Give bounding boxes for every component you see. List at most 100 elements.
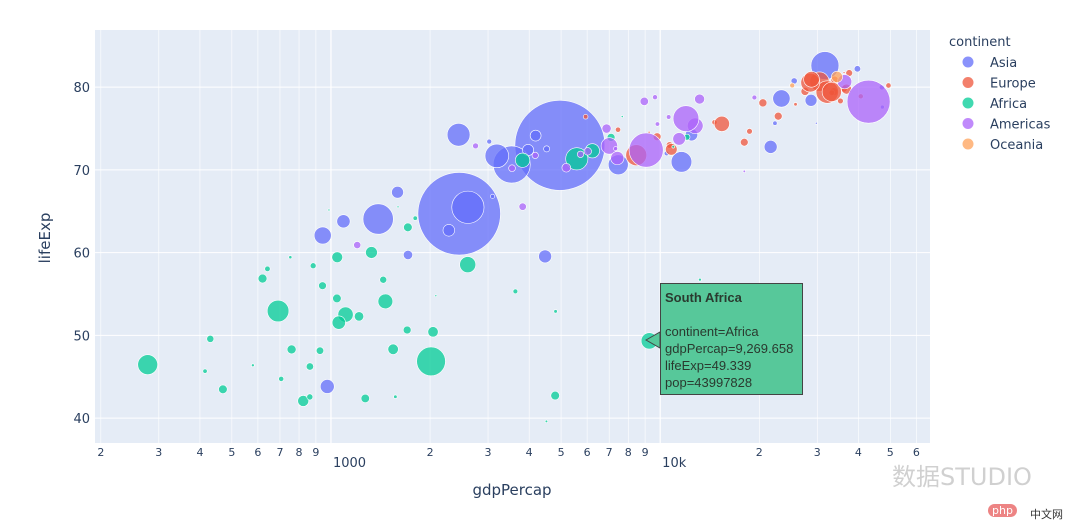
bubble-point-americas — [672, 105, 700, 132]
x-tick-label: 4 — [526, 446, 533, 459]
y-tick-labels: 40 50 60 70 80 — [73, 81, 90, 427]
tooltip-line: continent=Africa — [665, 324, 759, 339]
tooltip-title: South Africa — [665, 290, 742, 305]
bubble-point-oceania — [831, 70, 843, 83]
legend-marker — [962, 138, 974, 150]
y-tick-label: 40 — [73, 412, 90, 427]
bubble-point-asia — [529, 129, 542, 142]
bubble-point-americas — [561, 163, 571, 173]
bubble-point-africa — [620, 115, 624, 118]
bubble-point-asia — [814, 121, 818, 125]
bubble-point-asia — [313, 226, 332, 245]
x-tick-label: 7 — [276, 446, 283, 459]
x-axis-title: gdpPercap — [472, 481, 551, 499]
bubble-point-asia — [362, 203, 394, 235]
legend-marker — [962, 118, 974, 129]
bubble-point-africa — [365, 246, 378, 259]
bubble-point-americas — [846, 79, 891, 124]
bubble-point-africa — [544, 419, 549, 423]
x-tick-label: 6 — [584, 446, 591, 459]
hover-tooltip: South Africa continent=Africa gdpPercap=… — [660, 283, 803, 395]
x-tick-label: 3 — [485, 446, 492, 459]
x-tick-label: 9 — [312, 446, 319, 459]
bubble-point-americas — [508, 164, 516, 172]
bubble-point-asia — [403, 249, 413, 260]
bubble-point-africa — [354, 311, 365, 322]
bubble-point-asia — [484, 143, 509, 169]
legend-item-asia[interactable]: Asia — [962, 56, 1018, 71]
bubble-point-africa — [412, 215, 418, 221]
bubble-point-asia — [763, 140, 778, 154]
bubble-point-americas — [613, 146, 618, 151]
x-tick-label: 4 — [196, 446, 203, 459]
bubble-point-asia — [804, 94, 818, 107]
bubble-point-asia — [543, 145, 550, 153]
bubble-point-americas — [353, 241, 362, 249]
bubble-point-africa — [286, 344, 297, 355]
bubble-point-americas — [751, 94, 758, 101]
bubble-point-asia — [772, 89, 791, 108]
bubble-point-oceania — [789, 82, 796, 89]
bubble-point-africa — [202, 368, 208, 374]
x-tick-label: 2 — [756, 446, 763, 459]
bubble-point-africa — [402, 325, 412, 335]
bubble-point-africa — [416, 346, 446, 377]
legend-marker — [962, 97, 974, 109]
tooltip-line: lifeExp=49.339 — [665, 358, 752, 373]
legend-item-americas[interactable]: Americas — [962, 118, 1051, 133]
bubble-point-africa — [251, 363, 255, 368]
bubble-point-africa — [264, 265, 271, 272]
x-tick-label: 5 — [887, 446, 894, 459]
bubble-point-africa — [512, 288, 519, 295]
bubble-point-africa — [515, 152, 531, 168]
bubble-point-europe — [837, 97, 844, 105]
bubble-point-africa — [318, 281, 327, 290]
bubble-point-americas — [601, 123, 612, 134]
bubble-point-africa — [396, 205, 400, 209]
bubble-point-africa — [278, 376, 285, 382]
bubble-point-europe — [582, 114, 589, 120]
bubble-point-africa — [306, 393, 314, 401]
bubble-point-asia — [391, 185, 404, 199]
legend-item-oceania[interactable]: Oceania — [962, 138, 1044, 153]
x-tick-label: 1000 — [333, 456, 366, 471]
bubble-point-africa — [266, 299, 290, 323]
bubble-point-americas — [628, 132, 664, 168]
tooltip-line: gdpPercap=9,269.658 — [665, 341, 794, 356]
bubble-point-africa — [206, 334, 215, 343]
bubble-point-americas — [666, 114, 672, 120]
y-axis-title: lifeExp — [36, 213, 54, 264]
bubble-point-americas — [472, 142, 479, 150]
x-tick-label: 3 — [814, 446, 821, 459]
tooltip-line: pop=43997828 — [665, 375, 753, 390]
x-tick-label: 2 — [427, 446, 434, 459]
bubble-point-asia — [486, 138, 493, 145]
legend-label: Americas — [990, 118, 1051, 133]
bubble-point-americas — [694, 93, 705, 105]
x-tick-label: 8 — [625, 446, 632, 459]
x-tick-label: 8 — [296, 446, 303, 459]
bubble-point-africa — [379, 275, 388, 284]
bubble-point-africa — [305, 362, 314, 371]
bubble-point-africa — [257, 273, 268, 284]
bubble-point-africa — [331, 315, 346, 330]
x-tick-label: 5 — [228, 446, 235, 459]
bubble-point-africa — [393, 394, 398, 399]
bubble-point-europe — [746, 128, 753, 135]
watermark-site: 中文网 — [1030, 508, 1063, 521]
legend-item-africa[interactable]: Africa — [962, 97, 1028, 112]
x-tick-label: 2 — [97, 446, 104, 459]
x-tick-label: 10k — [662, 456, 687, 471]
x-tick-label: 5 — [558, 446, 565, 459]
bubble-point-europe — [793, 102, 798, 107]
legend-label: Oceania — [990, 138, 1043, 153]
legend-item-europe[interactable]: Europe — [962, 77, 1036, 92]
bubble-point-asia — [772, 120, 778, 126]
bubble-point-africa — [137, 354, 158, 375]
bubble-point-africa — [331, 251, 343, 263]
bubble-point-americas — [742, 169, 746, 173]
bubble-point-africa — [332, 293, 342, 304]
legend-label: Asia — [990, 56, 1017, 71]
